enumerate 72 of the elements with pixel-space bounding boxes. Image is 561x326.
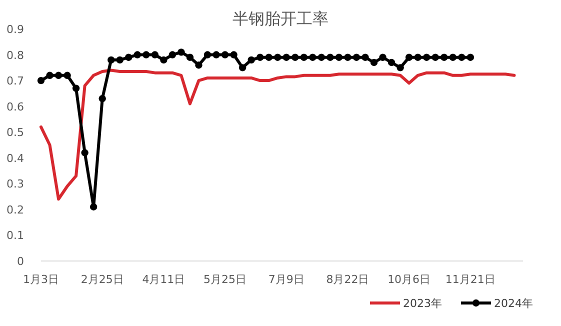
legend-label: 2023年	[403, 297, 442, 310]
point	[265, 54, 272, 61]
point	[98, 95, 106, 102]
point	[116, 56, 124, 64]
point	[405, 54, 413, 61]
point	[344, 54, 352, 61]
point	[256, 54, 264, 61]
point	[64, 72, 71, 79]
point	[212, 51, 220, 58]
point	[352, 54, 360, 61]
y-tick-label: 0.4	[6, 152, 24, 165]
point	[37, 76, 45, 84]
y-tick-label: 0.7	[6, 74, 24, 88]
point	[168, 51, 176, 58]
point	[204, 51, 212, 58]
point	[440, 54, 448, 61]
point	[248, 56, 255, 64]
point	[292, 54, 299, 61]
point	[125, 54, 132, 61]
point	[300, 54, 308, 61]
y-tick-label: 0.3	[6, 178, 24, 191]
line-series	[40, 68, 516, 201]
y-tick-label: 0.6	[6, 100, 24, 114]
chart-title: 半钢胎开工率	[232, 9, 328, 28]
point	[238, 64, 246, 72]
point	[230, 51, 238, 58]
legend-label: 2024年	[494, 297, 533, 310]
point	[186, 54, 194, 61]
point	[274, 54, 282, 61]
x-tick-label: 1月3日	[23, 273, 59, 286]
point	[81, 149, 88, 156]
point	[466, 54, 474, 61]
x-tick-label: 7月9日	[268, 273, 304, 286]
point	[151, 51, 159, 58]
point	[432, 54, 439, 61]
x-tick-label: 8月22日	[326, 273, 370, 286]
y-tick-label: 0	[17, 255, 24, 268]
y-tick-label: 0.5	[6, 126, 24, 140]
point	[54, 72, 62, 79]
point	[195, 61, 202, 69]
point	[72, 84, 80, 92]
point	[108, 56, 115, 64]
point	[309, 54, 316, 61]
y-tick-label: 0.8	[6, 48, 24, 62]
point	[335, 54, 343, 61]
x-tick-label: 4月11日	[142, 273, 186, 286]
point	[362, 54, 369, 61]
point	[46, 72, 54, 79]
x-tick-label: 10月6日	[388, 273, 431, 286]
x-tick-label: 11月21日	[445, 273, 496, 286]
point	[449, 54, 456, 61]
y-tick-label: 0.9	[6, 23, 24, 36]
point	[318, 54, 326, 61]
y-tick-label: 0.1	[6, 229, 24, 242]
point	[221, 51, 229, 58]
y-tick-label: 0.2	[6, 203, 24, 216]
point	[423, 54, 430, 61]
point	[142, 51, 150, 58]
point	[379, 54, 386, 61]
point	[134, 51, 141, 58]
x-tick-label: 5月25日	[204, 273, 247, 286]
point	[370, 58, 378, 66]
point	[90, 203, 98, 210]
point	[282, 54, 290, 61]
point	[388, 58, 396, 66]
x-tick-label: 2月25日	[80, 273, 124, 286]
point	[458, 54, 466, 61]
point	[414, 54, 422, 61]
point	[326, 54, 334, 61]
point	[178, 48, 185, 56]
point	[160, 56, 168, 64]
point	[396, 64, 404, 72]
